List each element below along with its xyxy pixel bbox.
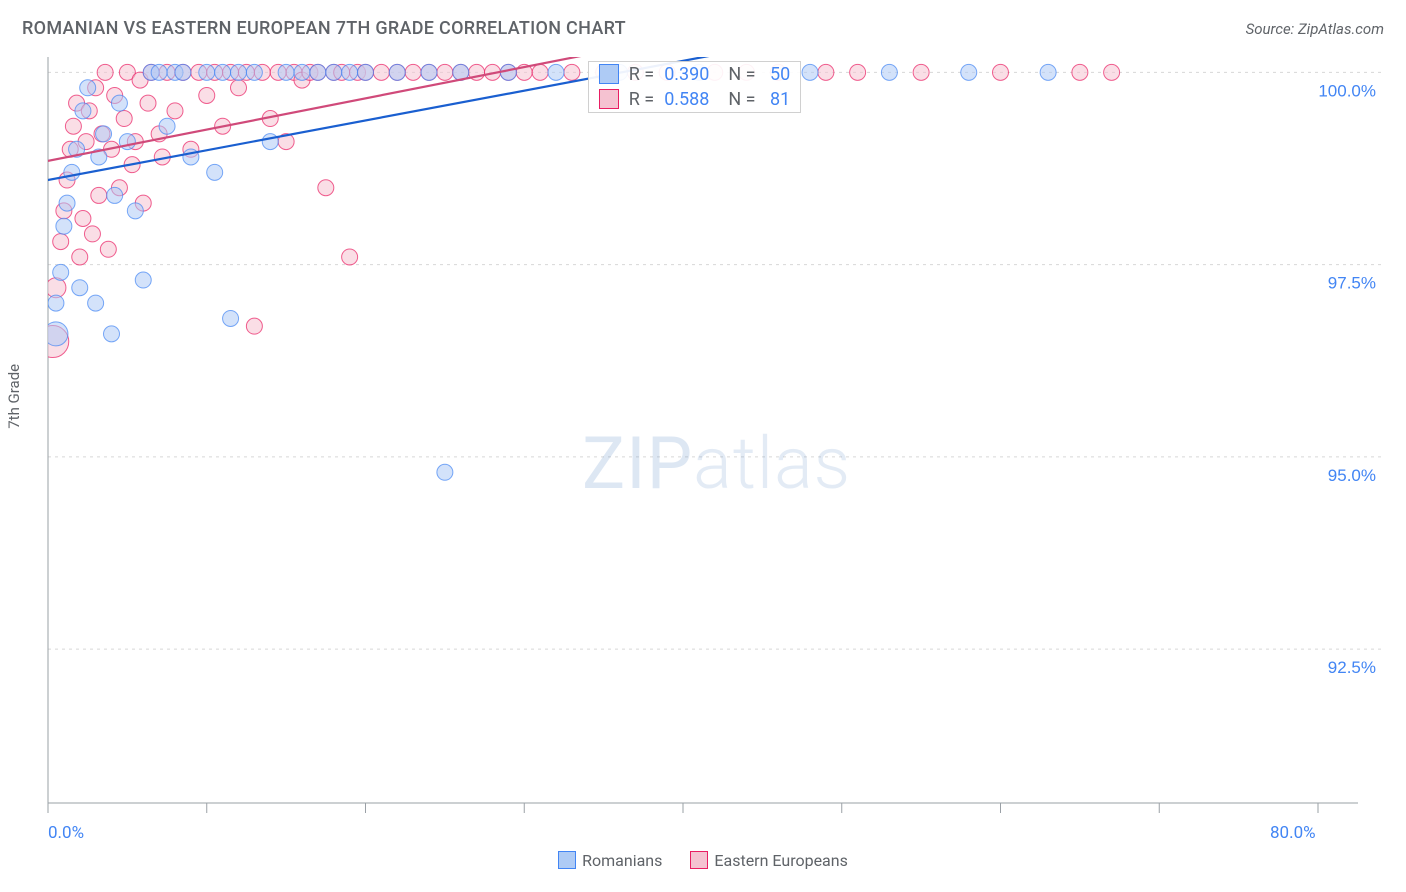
svg-text:95.0%: 95.0% (1328, 466, 1376, 485)
legend-swatch (599, 89, 619, 109)
stat-n-label: N = (719, 64, 755, 85)
stat-n-label: N = (719, 89, 755, 110)
stat-n-value: 50 (766, 64, 791, 85)
legend-label: Eastern Europeans (714, 851, 847, 870)
legend-swatch (690, 851, 708, 869)
y-axis-label: 7th Grade (5, 364, 23, 429)
stats-row: R = 0.390 N = 50 (589, 62, 800, 87)
stat-n-value: 81 (766, 89, 791, 110)
correlation-stats-box: R = 0.390 N = 50R = 0.588 N = 81 (588, 61, 801, 113)
legend-item: Romanians (558, 851, 662, 870)
stat-r-label: R = (629, 64, 654, 85)
legend-item: Eastern Europeans (690, 851, 847, 870)
x-axis-labels: 0.0% 80.0% (22, 823, 1384, 845)
stats-row: R = 0.588 N = 81 (589, 87, 800, 112)
stat-r-value: 0.390 (664, 64, 709, 85)
svg-text:92.5%: 92.5% (1328, 658, 1376, 677)
legend-swatch (558, 851, 576, 869)
x-tick-label: 0.0% (48, 823, 84, 843)
legend-label: Romanians (582, 851, 662, 870)
chart-title: ROMANIAN VS EASTERN EUROPEAN 7TH GRADE C… (22, 18, 626, 39)
x-tick-label: 80.0% (1270, 823, 1316, 843)
stat-r-label: R = (629, 89, 654, 110)
scatter-chart: 92.5% 95.0% 97.5% 100.0% (22, 51, 1384, 821)
stat-r-value: 0.588 (664, 89, 709, 110)
svg-text:100.0%: 100.0% (1318, 81, 1376, 100)
svg-text:97.5%: 97.5% (1328, 274, 1376, 293)
legend-swatch (599, 64, 619, 84)
legend: Romanians Eastern Europeans (0, 851, 1406, 870)
source-attribution: Source: ZipAtlas.com (1246, 20, 1384, 38)
